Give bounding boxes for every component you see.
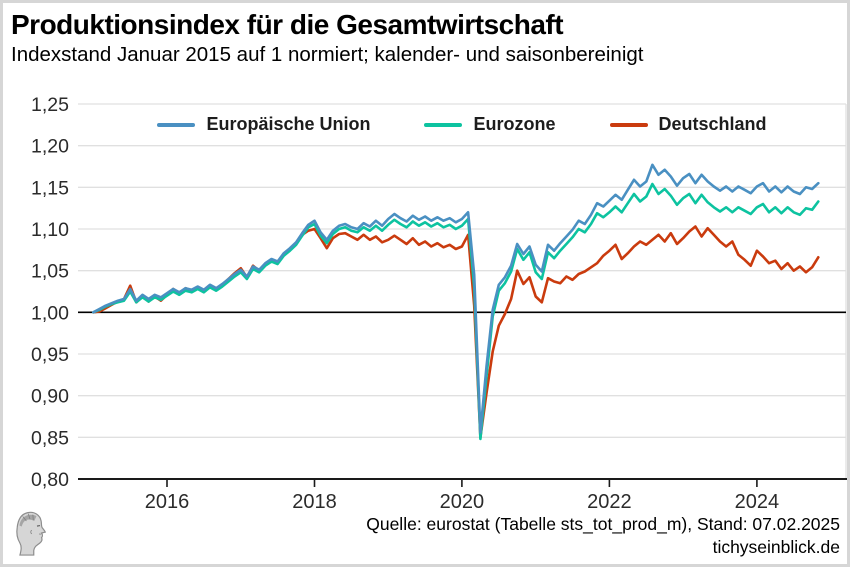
cap-hatching bbox=[22, 513, 34, 522]
svg-text:2022: 2022 bbox=[587, 491, 632, 513]
svg-text:1,15: 1,15 bbox=[31, 177, 69, 199]
site-name: tichyseinblick.de bbox=[712, 537, 840, 558]
legend-label-eurozone: Eurozone bbox=[473, 114, 556, 134]
svg-text:2016: 2016 bbox=[145, 491, 190, 513]
tichys-einblick-logo bbox=[16, 511, 47, 556]
svg-text:0,95: 0,95 bbox=[31, 344, 69, 366]
face-detail bbox=[30, 529, 42, 535]
legend-label-eu: Europäische Union bbox=[206, 114, 371, 134]
eu-line-swatch-icon bbox=[157, 122, 196, 127]
legend-item-eu: Europäische Union bbox=[157, 114, 370, 135]
svg-text:1,00: 1,00 bbox=[31, 302, 69, 324]
page-title: Produktionsindex für die Gesamtwirtschaf… bbox=[11, 9, 564, 40]
chart-canvas: 1,25 1,20 1,15 1,10 1,05 1,00 0,95 0,90 0,85 0,80… bbox=[31, 94, 847, 513]
chart-footer: Quelle: eurostat (Tabelle sts_tot_prod_m… bbox=[366, 513, 840, 560]
svg-text:2020: 2020 bbox=[440, 491, 485, 513]
svg-text:0,80: 0,80 bbox=[31, 469, 69, 491]
legend-label-deutschland: Deutschland bbox=[658, 114, 767, 134]
svg-text:0,85: 0,85 bbox=[31, 427, 69, 449]
source-note: Quelle: eurostat (Tabelle sts_tot_prod_m… bbox=[366, 513, 840, 534]
page-subtitle: Indexstand Januar 2015 auf 1 normiert; k… bbox=[11, 42, 644, 66]
svg-text:1,10: 1,10 bbox=[31, 219, 69, 241]
chart-header: Produktionsindex für die Gesamtwirtschaf… bbox=[11, 8, 644, 67]
chart-legend: Europäische Union Eurozone Deutschland bbox=[81, 114, 843, 135]
svg-text:0,90: 0,90 bbox=[31, 386, 69, 408]
svg-text:1,25: 1,25 bbox=[31, 94, 69, 116]
deutschland-line-swatch-icon bbox=[609, 122, 648, 127]
svg-text:2018: 2018 bbox=[292, 491, 337, 513]
svg-text:1,05: 1,05 bbox=[31, 261, 69, 283]
legend-item-deutschland: Deutschland bbox=[609, 114, 767, 135]
svg-text:2024: 2024 bbox=[735, 491, 780, 513]
svg-text:1,20: 1,20 bbox=[31, 136, 69, 158]
legend-item-eurozone: Eurozone bbox=[424, 114, 556, 135]
eurozone-line-swatch-icon bbox=[424, 122, 463, 127]
